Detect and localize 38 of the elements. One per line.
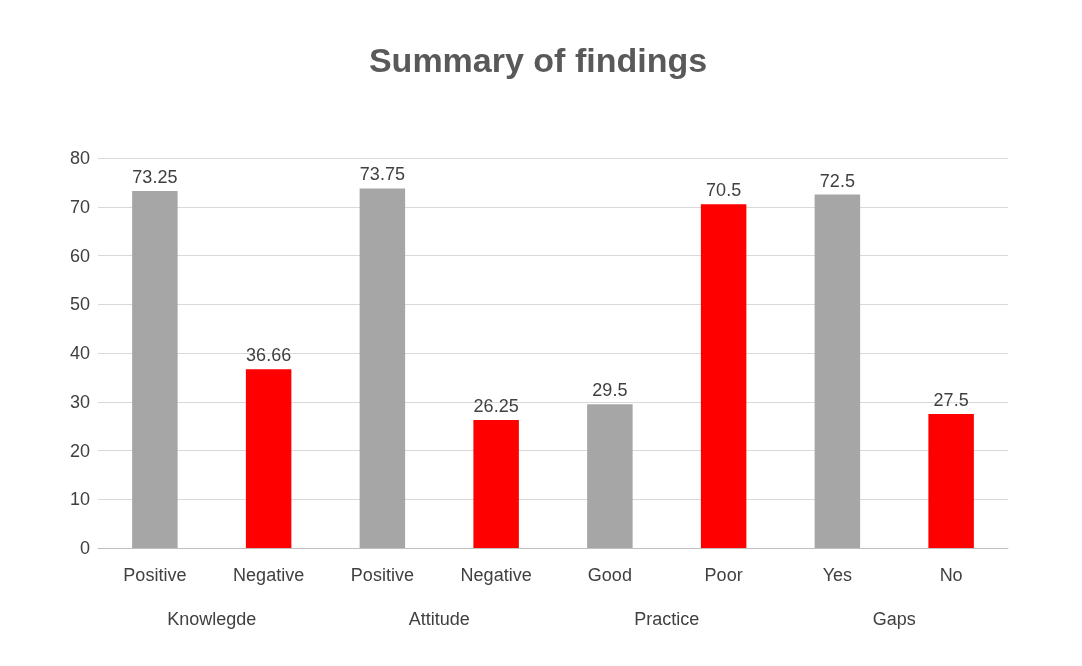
bar: [700, 204, 747, 548]
text: Gaps: [872, 609, 916, 629]
x-tick-label: Good: [587, 565, 632, 585]
text: Attitude: [408, 609, 470, 629]
data-label: 27.5: [933, 389, 969, 410]
bar: [928, 413, 974, 548]
y-tick-label: 70: [69, 196, 90, 217]
x-tick-label: Poor: [704, 565, 743, 585]
y-tick-label: 80: [69, 148, 90, 168]
bar: [473, 420, 519, 548]
x-tick-label: Positive: [123, 565, 187, 585]
text: Knowlegde: [167, 609, 257, 629]
x-tick-label: Negative: [233, 565, 305, 585]
x-tick-label: Positive: [350, 565, 414, 585]
data-label: 26.25: [473, 396, 519, 417]
text: Practice: [634, 609, 700, 629]
y-tick-label: 0: [79, 538, 90, 558]
bar: [359, 188, 406, 548]
bar: [132, 190, 178, 548]
bar: [245, 369, 292, 548]
y-tick-label: 30: [69, 391, 90, 412]
x-tick-label: Yes: [822, 565, 853, 585]
data-label: 70.5: [706, 180, 742, 201]
data-label: 72.5: [819, 170, 855, 191]
y-tick-label: 10: [69, 489, 90, 510]
chart-title: Summary of findings: [368, 41, 708, 79]
x-tick-label: No: [939, 565, 963, 585]
bar: [587, 404, 633, 548]
data-label: 73.75: [359, 164, 405, 185]
data-label: 29.5: [592, 380, 628, 401]
y-tick-label: 50: [69, 294, 90, 315]
data-label: 36.66: [246, 345, 292, 366]
x-tick-label: Negative: [460, 565, 532, 585]
y-tick-label: 60: [69, 245, 90, 266]
bar: [814, 194, 861, 548]
data-label: 73.25: [132, 166, 178, 187]
y-tick-label: 20: [69, 440, 90, 461]
y-tick-label: 40: [69, 343, 90, 363]
